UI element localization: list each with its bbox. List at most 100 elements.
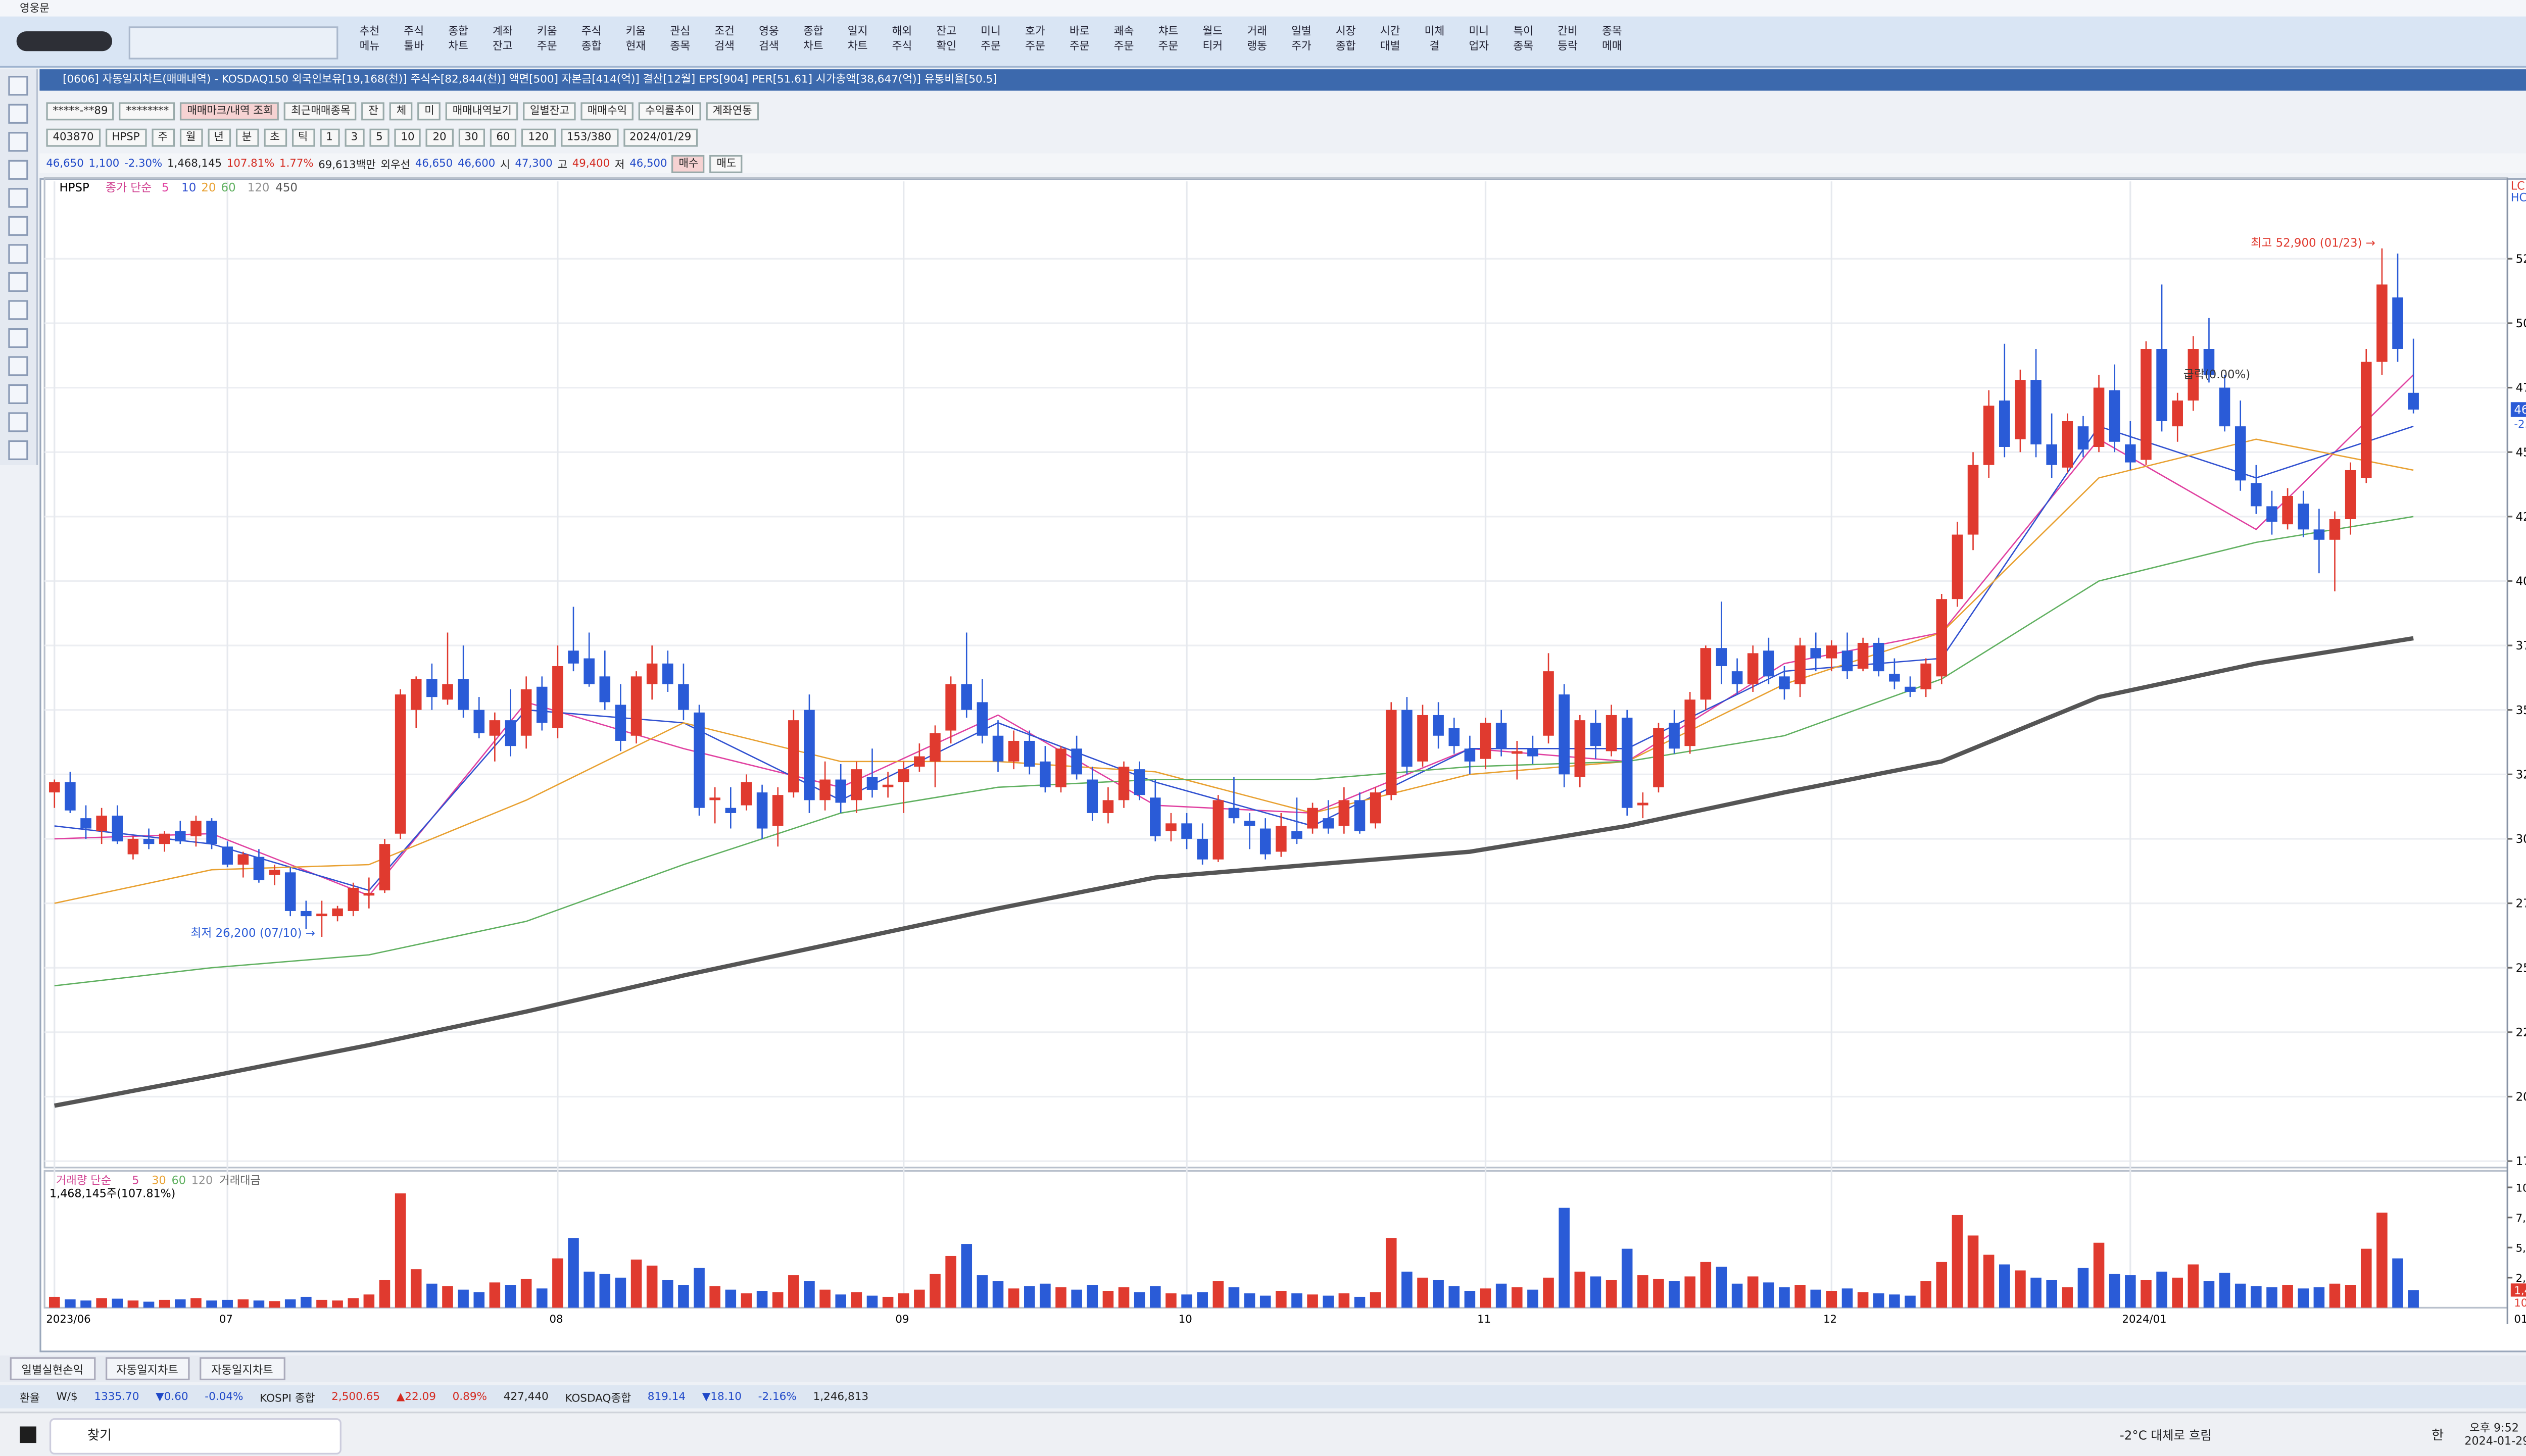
volume-bar — [1134, 1292, 1145, 1308]
control[interactable]: 잔 — [362, 101, 385, 120]
toolbar-button[interactable]: 미니 업자 — [1458, 25, 1500, 55]
search-box[interactable] — [16, 31, 113, 52]
toolbar-button[interactable]: 거래 랭동 — [1236, 25, 1279, 55]
toolbar-button[interactable]: 미니 주문 — [969, 25, 1012, 55]
toolbar-button[interactable]: 일별 주가 — [1280, 25, 1323, 55]
control[interactable]: 20 — [426, 128, 453, 146]
control[interactable]: HPSP — [105, 128, 147, 146]
volume-bar — [1228, 1287, 1240, 1308]
quote-field[interactable]: 매수 — [672, 154, 705, 173]
tab[interactable]: 자동일지차트 — [105, 1357, 190, 1381]
toolbar-label: 확인 — [936, 39, 957, 53]
toolbar-button[interactable]: 챠트 주문 — [1147, 25, 1190, 55]
control[interactable]: 매매수익 — [580, 101, 634, 120]
control[interactable]: 30 — [458, 128, 485, 146]
tool-icon[interactable] — [8, 328, 28, 348]
control[interactable]: 초 — [263, 128, 286, 146]
toolbar-button[interactable]: 시장 종합 — [1324, 25, 1367, 55]
tool-icon[interactable] — [8, 440, 28, 461]
tool-icon[interactable] — [8, 356, 28, 376]
volume-bar — [1291, 1293, 1302, 1308]
control[interactable]: 3 — [344, 128, 365, 146]
toolbar-button[interactable]: 해외 주식 — [881, 25, 924, 55]
control[interactable]: *****-**89 — [46, 101, 115, 120]
tool-icon[interactable] — [8, 76, 28, 96]
tool-icon[interactable] — [8, 188, 28, 208]
tab[interactable]: 자동일지차트 — [200, 1357, 285, 1381]
control[interactable]: 수익률추이 — [638, 101, 701, 120]
toolbar-button[interactable]: 바로 주문 — [1058, 25, 1101, 55]
candle-body — [536, 686, 548, 723]
toolbar-button[interactable]: 시간 대별 — [1369, 25, 1412, 55]
control[interactable]: 10 — [394, 128, 421, 146]
toolbar-button[interactable]: 영웅 검색 — [747, 25, 790, 55]
toolbar-button[interactable]: 조건 검색 — [703, 25, 746, 55]
quote-field[interactable]: 매도 — [710, 154, 743, 173]
toolbar-button[interactable]: 특이 종목 — [1502, 25, 1545, 55]
toolbar-button[interactable]: 종목 메매 — [1590, 25, 1633, 55]
toolbar-button[interactable]: 종합 차트 — [792, 25, 835, 55]
toolbar-button[interactable]: 쾌속 주문 — [1102, 25, 1145, 55]
toolbar-button[interactable]: 주식 종합 — [570, 25, 613, 55]
volume-bar — [159, 1299, 170, 1308]
toolbar-button[interactable]: 월드 티커 — [1191, 25, 1234, 55]
control[interactable]: 미 — [418, 101, 441, 120]
control[interactable]: 120 — [521, 128, 555, 146]
control[interactable]: ******** — [119, 101, 176, 120]
toolbar-button[interactable]: 키움 현재 — [614, 25, 657, 55]
toolbar-button[interactable]: 키움 주문 — [525, 25, 568, 55]
volume-tick-label: 2,500K — [2516, 1272, 2526, 1285]
control[interactable]: 매매마크/내역 조회 — [180, 101, 280, 120]
candle-body — [1905, 686, 1916, 692]
volume-bar — [1008, 1288, 1019, 1308]
control[interactable]: 틱 — [291, 128, 315, 146]
search-field[interactable]: 찾기 — [49, 1418, 342, 1455]
control[interactable]: 일별잔고 — [523, 101, 576, 120]
tool-icon[interactable] — [8, 412, 28, 432]
tool-icon[interactable] — [8, 216, 28, 236]
toolbar-label: 계좌 — [493, 24, 513, 38]
control[interactable]: 2024/01/29 — [622, 128, 698, 146]
toolbar-button[interactable]: 관심 종목 — [659, 25, 702, 55]
toolbar-button[interactable]: 종합 차트 — [437, 25, 480, 55]
tool-icon[interactable] — [8, 132, 28, 152]
control[interactable]: 주 — [151, 128, 175, 146]
control[interactable]: 월 — [179, 128, 203, 146]
control[interactable]: 년 — [207, 128, 230, 146]
control[interactable]: 최근매매종목 — [284, 101, 357, 120]
legend-title: HPSP — [60, 181, 89, 194]
control[interactable]: 1 — [319, 128, 339, 146]
tab[interactable]: 일별실현손익 — [10, 1357, 95, 1381]
candle-body — [1118, 767, 1130, 800]
control[interactable]: 5 — [369, 128, 390, 146]
toolbar-button[interactable]: 추천 메뉴 — [348, 25, 391, 55]
control[interactable]: 매매내역보기 — [446, 101, 519, 120]
toolbar-button[interactable]: 주식 툴바 — [393, 25, 435, 55]
control[interactable]: 분 — [235, 128, 259, 146]
control[interactable]: 계좌연동 — [706, 101, 759, 120]
toolbar-label: 대별 — [1380, 39, 1400, 53]
control[interactable]: 403870 — [46, 128, 101, 146]
tool-icon[interactable] — [8, 272, 28, 292]
tool-icon[interactable] — [8, 384, 28, 405]
start-button[interactable] — [20, 1426, 36, 1443]
tool-icon[interactable] — [8, 104, 28, 124]
tool-icon[interactable] — [8, 160, 28, 180]
toolbar-button[interactable]: 계좌 잔고 — [481, 25, 524, 55]
control[interactable]: 체 — [390, 101, 413, 120]
control[interactable]: 60 — [490, 128, 517, 146]
control[interactable]: 153/380 — [560, 128, 618, 146]
toolbar-button[interactable]: 미체 결 — [1413, 25, 1456, 55]
volume-bar — [1448, 1286, 1460, 1308]
tool-icon[interactable] — [8, 244, 28, 264]
quick-icons[interactable] — [128, 26, 338, 60]
toolbar-button[interactable]: 일지 차트 — [836, 25, 879, 55]
toolbar-button[interactable]: 간비 등락 — [1546, 25, 1589, 55]
tool-icon[interactable] — [8, 300, 28, 320]
toolbar-button[interactable]: 잔고 확인 — [925, 25, 968, 55]
annotation: 최고 52,900 (01/23) → — [2251, 237, 2375, 250]
volume-bar — [961, 1244, 973, 1308]
candle-body — [301, 911, 312, 917]
toolbar-button[interactable]: 호가 주문 — [1014, 25, 1057, 55]
volume-bar — [1259, 1295, 1271, 1308]
